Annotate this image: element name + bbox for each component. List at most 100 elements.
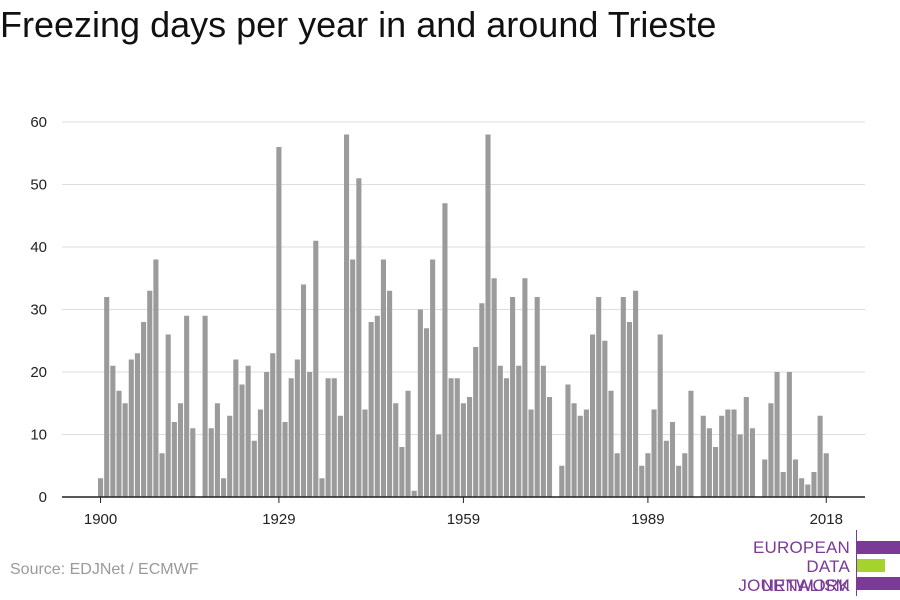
bar <box>288 378 294 497</box>
bar <box>719 415 725 497</box>
bar <box>713 447 719 497</box>
y-tick-label: 20 <box>30 364 47 381</box>
bar <box>141 322 147 497</box>
bar <box>233 359 239 497</box>
source-note: Source: EDJNet / ECMWF <box>10 561 199 578</box>
bar <box>657 334 663 497</box>
bar <box>614 453 620 497</box>
bar <box>454 378 460 497</box>
bar <box>663 440 669 497</box>
bar <box>479 303 485 497</box>
bar <box>208 428 214 497</box>
bar <box>546 397 553 497</box>
bar <box>436 434 442 497</box>
bar <box>522 278 528 497</box>
bar <box>645 453 651 497</box>
axes: 0 10 20 30 40 50 60 1900 1929 1959 1989 2018 <box>30 114 865 528</box>
logo-line-1: EUROPEAN <box>752 538 850 557</box>
bar <box>393 403 399 497</box>
bar <box>682 453 688 497</box>
bar <box>245 365 251 497</box>
bar <box>460 403 466 497</box>
bar <box>448 378 454 497</box>
bar <box>768 403 774 497</box>
bar <box>110 365 116 497</box>
bars <box>98 134 829 497</box>
bar <box>294 359 300 497</box>
x-tick-label: 1900 <box>84 511 117 528</box>
bar <box>571 403 577 497</box>
bar <box>540 365 546 497</box>
logo-divider <box>856 530 857 596</box>
bar <box>356 178 362 497</box>
bar <box>823 453 829 497</box>
bar <box>743 397 749 497</box>
x-tick-label: 1929 <box>262 511 295 528</box>
bar <box>731 409 737 497</box>
bar <box>528 409 534 497</box>
bar <box>583 409 589 497</box>
bar <box>565 384 571 497</box>
logo-line-3: NETWORK <box>761 576 850 595</box>
gridlines <box>62 121 865 435</box>
bar <box>177 403 184 497</box>
x-tick-label: 1989 <box>631 511 664 528</box>
bar <box>165 334 171 497</box>
bar <box>153 259 159 497</box>
bar <box>805 484 811 497</box>
bar <box>596 297 602 497</box>
bar <box>276 147 282 497</box>
bar <box>762 459 768 497</box>
bar <box>405 390 411 497</box>
bar <box>780 472 786 497</box>
x-tick-label: 1959 <box>447 511 480 528</box>
bar <box>350 259 356 497</box>
bar <box>799 478 805 497</box>
bar <box>503 378 509 497</box>
bar <box>786 372 792 497</box>
bar <box>319 478 325 497</box>
bar <box>104 297 110 497</box>
x-tick-label: 2018 <box>810 511 843 528</box>
bar <box>362 409 368 497</box>
bar <box>473 347 479 497</box>
bar <box>516 365 522 497</box>
bar <box>122 403 128 497</box>
bar <box>270 353 276 497</box>
bar <box>577 415 583 497</box>
bar <box>147 290 153 497</box>
bar <box>221 478 227 497</box>
y-tick-label: 10 <box>30 427 47 444</box>
edjnet-logo[interactable]: EUROPEAN DATA JOURNALISM NETWORK <box>700 530 900 596</box>
y-tick-label: 30 <box>30 302 47 319</box>
bar <box>749 428 755 497</box>
logo-line-2: DATA JOURNALISM <box>738 557 850 595</box>
y-tick-label: 50 <box>30 177 47 194</box>
bar <box>811 472 817 497</box>
bar <box>227 415 233 497</box>
bar <box>602 340 608 497</box>
bar <box>387 290 393 497</box>
bar <box>337 415 343 497</box>
bar <box>497 365 503 497</box>
bar <box>116 390 122 497</box>
bar <box>171 422 177 497</box>
bar <box>423 328 430 497</box>
bar <box>442 203 448 497</box>
logo-bar-purple-1 <box>857 541 900 554</box>
bar <box>725 409 731 497</box>
bar <box>639 465 645 497</box>
logo-bar-green <box>857 559 885 572</box>
bar <box>344 134 350 497</box>
bar <box>313 240 319 497</box>
bar <box>651 409 657 497</box>
bar <box>202 315 208 497</box>
bar <box>184 315 190 497</box>
bar <box>774 372 780 497</box>
y-tick-label: 40 <box>30 239 47 256</box>
bar <box>700 415 706 497</box>
y-tick-label: 0 <box>39 489 47 506</box>
chart-title: Freezing days per year in and around Tri… <box>0 4 717 45</box>
bar <box>264 372 270 497</box>
